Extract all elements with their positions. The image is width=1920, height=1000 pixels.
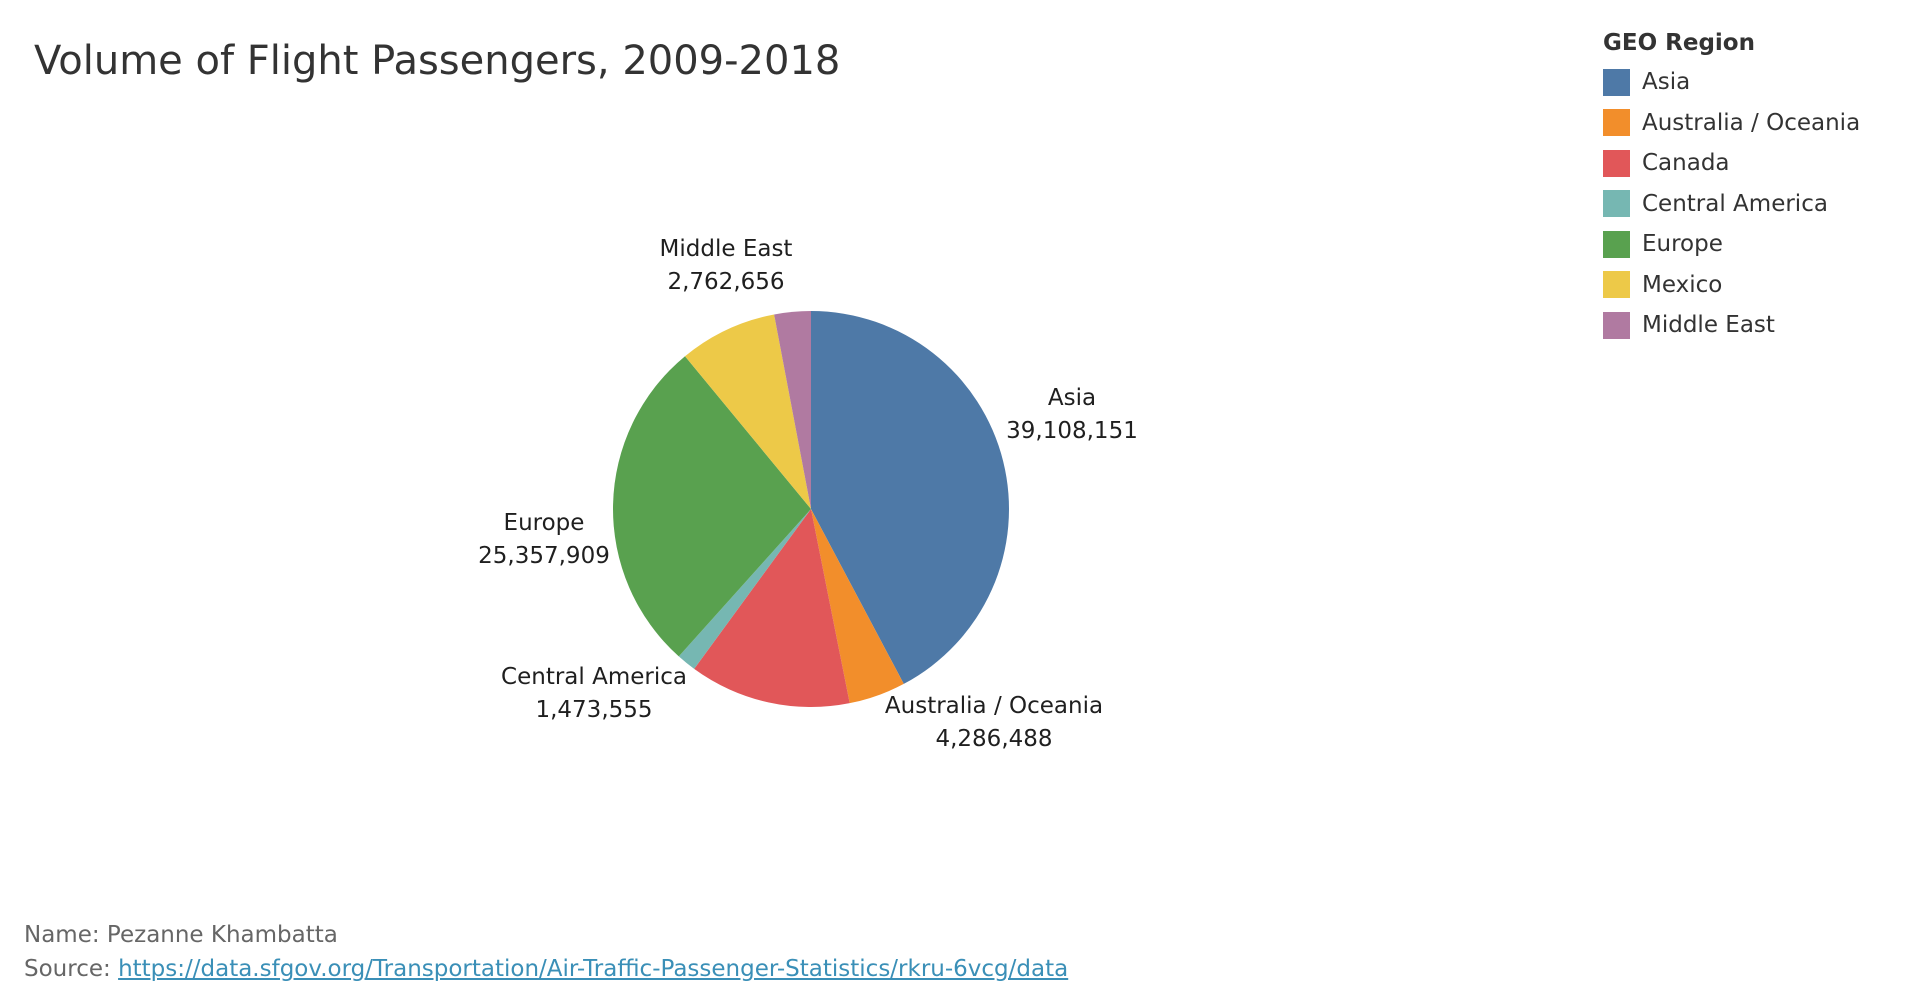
slice-label-value: 4,286,488 <box>935 726 1052 752</box>
chart-title: Volume of Flight Passengers, 2009-2018 <box>34 38 841 84</box>
legend: GEO Region Asia Australia / Oceania Canada… <box>1603 30 1860 346</box>
legend-label: Middle East <box>1642 312 1775 339</box>
source-link[interactable]: https://data.sfgov.org/Transportation/Ai… <box>118 956 1069 982</box>
slice-label-name: Europe <box>504 510 585 536</box>
author-name: Name: Pezanne Khambatta <box>24 922 338 948</box>
slice-label-name: Asia <box>1048 385 1096 411</box>
legend-swatch <box>1603 149 1630 177</box>
legend-label: Central America <box>1642 190 1828 217</box>
legend-label: Asia <box>1642 69 1691 96</box>
slice-label-value: 2,762,656 <box>667 269 784 295</box>
legend-item[interactable]: Middle East <box>1603 305 1860 346</box>
footer: Name: Pezanne Khambatta Source: https://… <box>24 918 1068 986</box>
legend-item[interactable]: Asia <box>1603 62 1860 103</box>
legend-label: Australia / Oceania <box>1642 109 1861 136</box>
legend-label: Europe <box>1642 231 1723 258</box>
pie-slice-central-america[interactable] <box>678 509 811 669</box>
legend-swatch <box>1603 271 1630 299</box>
legend-title: GEO Region <box>1603 30 1755 56</box>
legend-item[interactable]: Australia / Oceania <box>1603 103 1860 144</box>
source-prefix: Source: <box>24 956 119 982</box>
slice-label-name: Middle East <box>660 236 793 262</box>
legend-item[interactable]: Mexico <box>1603 265 1860 306</box>
legend-item[interactable]: Central America <box>1603 184 1860 225</box>
slice-label-value: 25,357,909 <box>478 543 610 569</box>
source-line: Source: https://data.sfgov.org/Transport… <box>24 952 1068 986</box>
slice-label-value: 1,473,555 <box>535 697 652 723</box>
slice-label-name: Australia / Oceania <box>885 693 1103 719</box>
pie-slice-canada[interactable] <box>694 509 850 708</box>
pie-labels: Asia 39,108,151 Australia / Oceania 4,286,4… <box>478 236 1138 752</box>
pie-slice-europe[interactable] <box>612 356 811 657</box>
legend-swatch <box>1603 230 1630 258</box>
pie-slice-middle-east[interactable] <box>774 311 811 509</box>
pie-slice-australia-oceania[interactable] <box>811 509 904 704</box>
legend-item[interactable]: Europe <box>1603 224 1860 265</box>
pie-slice-mexico[interactable] <box>685 314 811 509</box>
pie-slice-asia[interactable] <box>811 311 1010 684</box>
slice-label-value: 39,108,151 <box>1006 418 1138 444</box>
slice-label-name: Central America <box>501 664 687 690</box>
legend-label: Mexico <box>1642 271 1723 298</box>
pie-slices <box>612 311 1010 708</box>
legend-label: Canada <box>1642 150 1730 177</box>
legend-item[interactable]: Canada <box>1603 143 1860 184</box>
legend-items: Asia Australia / Oceania Canada Central Ame… <box>1603 62 1860 346</box>
legend-swatch <box>1603 109 1630 137</box>
legend-swatch <box>1603 190 1630 218</box>
legend-swatch <box>1603 311 1630 339</box>
legend-swatch <box>1603 68 1630 96</box>
